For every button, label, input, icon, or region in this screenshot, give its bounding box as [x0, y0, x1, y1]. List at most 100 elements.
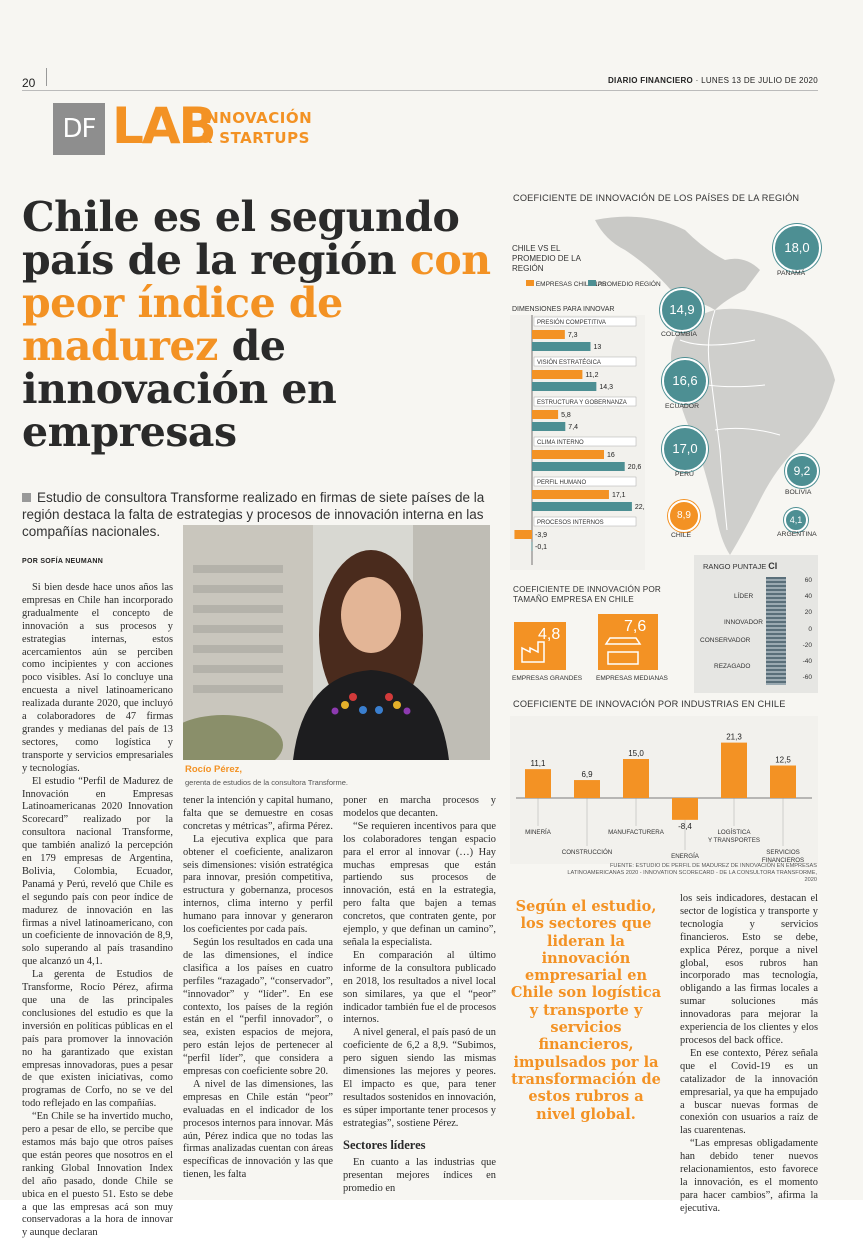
- subheading: Sectores líderes: [343, 1137, 426, 1152]
- paragraph: A nivel general, el país pasó de un coef…: [343, 1027, 496, 1129]
- chart-background: [510, 716, 818, 864]
- headline-part3: de innovación en empresas: [22, 322, 337, 456]
- scale-tick: -40: [802, 658, 812, 666]
- scale-rezagado: REZAGADO: [714, 663, 751, 670]
- paragraph: Según los resultados en cada una de las …: [183, 936, 333, 1078]
- bar-value-label: 14,3: [599, 384, 613, 391]
- dimensions-bar-chart: PRESIÓN COMPETITIVA 7,3 13 VISIÓN ESTRATÉGI…: [510, 315, 645, 570]
- category-label-box: [533, 396, 637, 407]
- industry-category-label: Y TRANSPORTES: [708, 837, 760, 844]
- industry-value-label: -8,4: [678, 822, 692, 831]
- bar-value-label: 16: [607, 452, 615, 459]
- paragraph: A nivel de las dimensiones, las empresas…: [183, 1078, 333, 1181]
- bar-region: [532, 342, 591, 351]
- bar-chile: [532, 330, 565, 339]
- industry-bar-chart: 11,1 MINERÍA 6,9 CONSTRUCCIÓN 15,0 MANUFACTUR…: [510, 716, 818, 864]
- bar-region: [532, 382, 597, 391]
- large-company-label: EMPRESAS GRANDES: [512, 675, 583, 682]
- industry-bar: [525, 769, 551, 798]
- scale-tick: 0: [808, 625, 812, 633]
- bar-value-label: 7,4: [568, 424, 578, 431]
- paragraph: La ejecutiva explica que para obtener el…: [183, 833, 333, 936]
- page-number: 20: [22, 76, 36, 90]
- large-company-value: 4,8: [538, 626, 561, 643]
- paragraph: “En Chile se ha invertido mucho, pero a …: [22, 1111, 173, 1239]
- scale-innovador: INNOVADOR: [724, 619, 763, 626]
- scale-tick: -60: [802, 674, 812, 682]
- industry-value-label: 12,5: [775, 756, 791, 765]
- category-label-box: [533, 316, 637, 327]
- legend-region-swatch: [588, 280, 596, 286]
- score-range-ci: CI: [768, 561, 778, 571]
- category-label-box: [533, 516, 637, 527]
- paragraph: En cuanto a las industrias que presentan…: [343, 1157, 496, 1195]
- deck: Estudio de consultora Transforme realiza…: [22, 489, 492, 540]
- bar-value-label: 5,8: [561, 412, 571, 419]
- body-column-5: los seis indicadores, destacan el sector…: [680, 893, 818, 1216]
- legend-chile-swatch: [526, 280, 534, 286]
- deck-text: Estudio de consultora Transforme realiza…: [22, 490, 485, 539]
- bar-region: [532, 422, 566, 431]
- bolivia-label: BOLIVIA: [785, 489, 812, 496]
- category-label: VISIÓN ESTRATÉGICA: [537, 359, 601, 366]
- lab-logo: LAB: [112, 97, 217, 155]
- bar-value-label: 22,2: [635, 504, 645, 511]
- category-label: PERFIL HUMANO: [537, 480, 586, 486]
- square-bullet-icon: [22, 493, 31, 502]
- bar-chile: [532, 450, 604, 459]
- scale-ticks: 60 40 20 0 -20 -40 -60: [792, 573, 812, 686]
- industry-bar: [623, 759, 649, 798]
- chile-bubble: 8,9: [668, 500, 700, 532]
- panama-label: PANAMÁ: [777, 270, 806, 277]
- industry-category-label: MINERÍA: [525, 829, 552, 836]
- bar-value-label: 11,2: [585, 372, 598, 379]
- bar-chile: [514, 530, 532, 539]
- legend-chile: EMPRESAS CHILENAS: [526, 280, 606, 289]
- colombia-label: COLOMBIA: [661, 331, 697, 338]
- section-line2: & STARTUPS: [200, 129, 310, 147]
- portrait-illustration: [183, 525, 490, 760]
- industry-bar: [574, 780, 600, 798]
- source-note: FUENTE: ESTUDIO DE PERFIL DE MADUREZ DE …: [567, 863, 817, 883]
- body-column-3: poner en marcha procesos y modelos que d…: [343, 795, 496, 1196]
- argentina-bubble: 4,1: [784, 508, 808, 532]
- bar-region: [532, 462, 625, 471]
- photo-caption-name: Rocío Pérez,: [185, 764, 243, 775]
- paragraph: “Las empresas obligadamente han debido t…: [680, 1138, 818, 1214]
- portrait-photo: [183, 525, 490, 760]
- paragraph: “Se requieren incentivos para que los co…: [343, 820, 496, 948]
- bar-value-label: 7,3: [568, 332, 578, 339]
- dimensions-chart-title: CHILE VS EL PROMEDIO DE LA REGIÓN: [512, 244, 581, 273]
- factory-icon: [521, 641, 545, 663]
- bar-value-label: 17,1: [612, 492, 626, 499]
- headline: Chile es el segundo país de la región co…: [22, 196, 502, 454]
- industry-category-label: ENERGÍA: [671, 853, 700, 860]
- industry-value-label: 15,0: [628, 749, 644, 758]
- scale-conservador: CONSERVADOR: [700, 637, 751, 644]
- category-label: PRESIÓN COMPETITIVA: [537, 319, 606, 326]
- bar-value-label: 20,6: [628, 464, 642, 471]
- argentina-label: ARGENTINA: [777, 531, 817, 538]
- peru-label: PERÚ: [675, 471, 694, 478]
- large-company-card: 4,8: [514, 622, 566, 670]
- chile-label: CHILE: [671, 532, 692, 539]
- legend-chile-label: EMPRESAS CHILENAS: [535, 281, 607, 288]
- region-map: [595, 216, 835, 555]
- industry-category-label: MANUFACTURERA: [608, 829, 665, 836]
- category-label-box: [533, 476, 637, 487]
- body-column-2: tener la intención y capital humano, fal…: [183, 795, 333, 1182]
- score-range-label: RANGO PUNTAJE: [703, 562, 767, 571]
- legend-region: PROMEDIO REGIÓN: [588, 280, 661, 288]
- industry-bar: [721, 742, 747, 798]
- industry-category-label: LOGÍSTICA: [717, 829, 751, 836]
- issue-date: LUNES 13 DE JULIO DE 2020: [701, 76, 818, 85]
- scale-tick: 60: [804, 577, 812, 584]
- byline: POR SOFÍA NEUMANN: [22, 558, 104, 565]
- scale-bar: [766, 577, 786, 685]
- scale-lider: LÍDER: [734, 593, 754, 600]
- category-label: CLIMA INTERNO: [537, 440, 584, 446]
- category-label: PROCESOS INTERNOS: [537, 520, 604, 526]
- score-range-box: RANGO PUNTAJE CI LÍDER INNOVADOR CONSERV…: [694, 555, 818, 693]
- industry-category-label: CONSTRUCCIÓN: [562, 849, 613, 856]
